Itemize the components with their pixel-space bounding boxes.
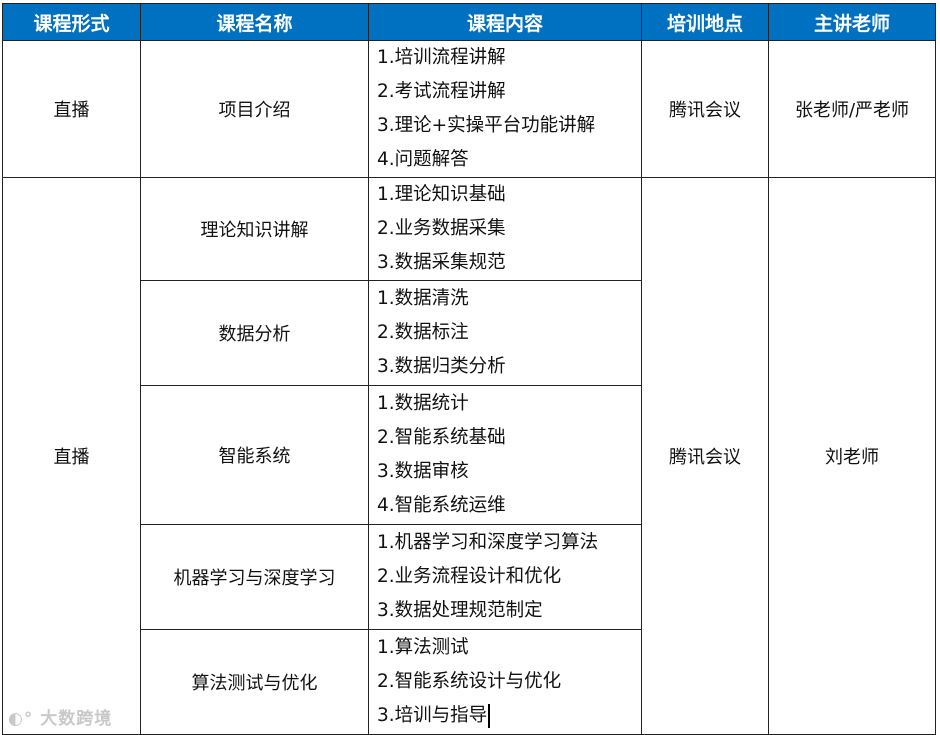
text-cursor (488, 704, 491, 728)
content-line: 2.考试流程讲解 (377, 81, 506, 102)
header-content: 课程内容 (368, 3, 642, 41)
content-line: 3.理论+实操平台功能讲解 (377, 115, 596, 136)
content-line: 1.理论知识基础 (377, 184, 506, 205)
header-name: 课程名称 (140, 3, 369, 41)
cell-content: 1.数据清洗 2.数据标注 3.数据归类分析 (368, 280, 642, 386)
content-line: 2.智能系统设计与优化 (377, 671, 562, 692)
cell-name: 智能系统 (140, 385, 369, 525)
content-text: 3.培训与指导 (377, 705, 488, 726)
cell-name: 数据分析 (140, 280, 369, 386)
cell-teacher: 张老师/严老师 (768, 40, 936, 178)
cell-name: 机器学习与深度学习 (140, 524, 369, 630)
content-line: 1.算法测试 (377, 637, 469, 658)
table-row: 直播 项目介绍 1.培训流程讲解 2.考试流程讲解 3.理论+实操平台功能讲解 … (2, 40, 936, 178)
cell-form: 直播 (2, 40, 141, 178)
header-location: 培训地点 (641, 3, 769, 41)
content-line: 3.数据处理规范制定 (377, 600, 543, 621)
table-row: 智能系统 1.数据统计 2.智能系统基础 3.数据审核 4.智能系统运维 (3, 385, 936, 525)
content-line: 4.问题解答 (377, 149, 469, 170)
table-row: 算法测试与优化 1.算法测试 2.智能系统设计与优化 3.培训与指导 (3, 629, 936, 735)
cell-teacher: 刘老师 (768, 177, 936, 735)
table-row: 机器学习与深度学习 1.机器学习和深度学习算法 2.业务流程设计和优化 3.数据… (3, 524, 936, 630)
table-row: 数据分析 1.数据清洗 2.数据标注 3.数据归类分析 (3, 280, 936, 386)
content-line: 3.数据归类分析 (377, 356, 506, 377)
cell-name: 项目介绍 (140, 40, 369, 178)
content-line: 3.培训与指导 (377, 699, 641, 733)
content-line: 3.数据审核 (377, 461, 469, 482)
content-line: 2.智能系统基础 (377, 427, 506, 448)
cell-content: 1.机器学习和深度学习算法 2.业务流程设计和优化 3.数据处理规范制定 (368, 524, 642, 630)
cell-content: 1.理论知识基础 2.业务数据采集 3.数据采集规范 (368, 177, 642, 281)
content-line: 1.数据清洗 (377, 288, 469, 309)
cell-content: 1.数据统计 2.智能系统基础 3.数据审核 4.智能系统运维 (368, 385, 642, 525)
content-line: 3.数据采集规范 (377, 252, 506, 273)
header-row: 课程形式 课程名称 课程内容 培训地点 主讲老师 (2, 3, 936, 41)
course-schedule-table: 课程形式 课程名称 课程内容 培训地点 主讲老师 直播 项目介绍 1.培训流程讲… (2, 3, 936, 735)
header-form: 课程形式 (2, 3, 141, 41)
content-line: 2.业务流程设计和优化 (377, 566, 562, 587)
cell-content[interactable]: 1.算法测试 2.智能系统设计与优化 3.培训与指导 (368, 629, 642, 735)
content-line: 1.培训流程讲解 (377, 47, 506, 68)
watermark-logo: ◐° 大数跨境 (8, 709, 113, 729)
content-line: 4.智能系统运维 (377, 495, 506, 516)
table-row: 直播 理论知识讲解 1.理论知识基础 2.业务数据采集 3.数据采集规范 腾讯会… (2, 177, 936, 735)
cell-content: 1.培训流程讲解 2.考试流程讲解 3.理论+实操平台功能讲解 4.问题解答 (368, 40, 642, 178)
content-line: 2.数据标注 (377, 322, 469, 343)
cell-form: 直播 (2, 177, 141, 735)
content-line: 1.机器学习和深度学习算法 (377, 532, 599, 553)
content-line: 1.数据统计 (377, 393, 469, 414)
cell-name: 算法测试与优化 (140, 629, 369, 735)
header-teacher: 主讲老师 (768, 3, 936, 41)
cell-location: 腾讯会议 (641, 177, 769, 735)
cell-name: 理论知识讲解 (140, 177, 369, 281)
cell-location: 腾讯会议 (641, 40, 769, 178)
content-line: 2.业务数据采集 (377, 218, 506, 239)
